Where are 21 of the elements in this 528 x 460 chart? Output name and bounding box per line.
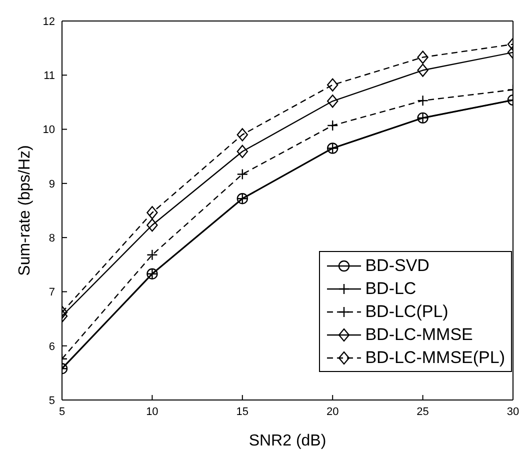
y-tick-label: 10 xyxy=(42,124,55,136)
x-tick-label: 15 xyxy=(236,406,249,418)
y-tick-label: 7 xyxy=(48,286,55,299)
legend-label: BD-LC-MMSE(PL) xyxy=(365,348,505,368)
x-tick-label: 30 xyxy=(506,406,520,418)
legend-label: BD-LC(PL) xyxy=(365,302,448,322)
x-tick-label: 20 xyxy=(326,406,339,418)
y-tick-label: 6 xyxy=(48,340,55,353)
y-tick-label: 8 xyxy=(48,232,55,244)
x-tick-label: 5 xyxy=(58,406,66,418)
legend-label: BD-SVD xyxy=(365,256,430,276)
y-tick-label: 5 xyxy=(48,394,55,407)
x-tick-label: 25 xyxy=(416,406,429,418)
y-tick-label: 9 xyxy=(48,178,55,190)
y-axis-title: Sum-rate (bps/Hz) xyxy=(16,145,34,276)
x-tick-label: 10 xyxy=(146,406,158,418)
y-tick-label: 11 xyxy=(44,70,55,82)
x-axis-title: SNR2 (dB) xyxy=(248,432,326,450)
legend-label: BD-LC-MMSE xyxy=(365,324,473,344)
y-tick-label: 12 xyxy=(42,16,55,28)
legend-label: BD-LC xyxy=(365,278,416,298)
